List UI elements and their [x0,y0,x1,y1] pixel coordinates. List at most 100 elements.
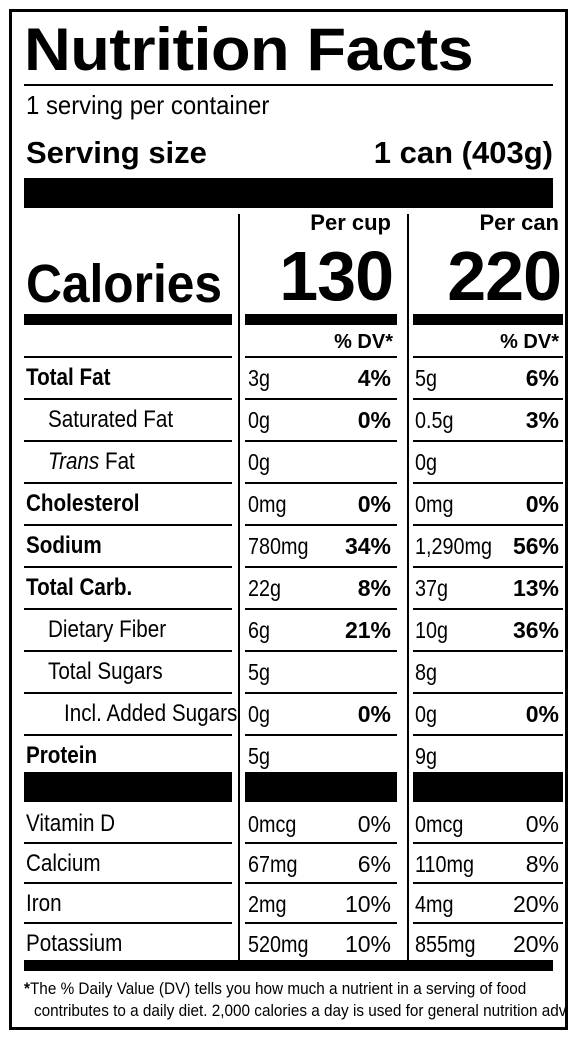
vit-can-dv: 20% [512,931,559,957]
row-rule-right [413,440,563,442]
cup-amount: 0g [248,701,271,727]
can-amount: 5g [415,365,438,391]
row-rule-mid [245,356,397,358]
cup-amount: 780mg [248,533,309,559]
can-dv: 3% [525,407,559,433]
nutrient-name: Dietary Fiber [48,616,167,643]
column-separator-2 [407,214,409,964]
row-rule-right [413,482,563,484]
footnote-line-1: *The % Daily Value (DV) tells you how mu… [24,978,526,1000]
row-rule-right [413,356,563,358]
per-can-header: Per can [479,210,560,235]
cup-dv: 8% [357,575,391,601]
servings-per-container: 1 serving per container [26,90,270,120]
row-rule-left [24,692,232,694]
vitamin-name: Vitamin D [26,810,116,837]
cup-amount: 6g [248,617,271,643]
row-rule-right [413,650,563,652]
footnote-text-1: The % Daily Value (DV) tells you how muc… [29,979,527,998]
vit-rule-left [24,882,232,884]
cup-dv: 0% [357,701,391,727]
serving-size-value: 1 can (403g) [373,135,553,170]
vit-rule-right [413,922,563,924]
nutrient-name-italic: Trans [48,448,100,475]
can-amount: 10g [415,617,449,643]
vitamin-name: Calcium [26,850,101,877]
vit-can-amount: 855mg [415,931,476,957]
can-dv: 36% [512,617,559,643]
row-rule-right [413,734,563,736]
vitamin-band-left [24,772,232,802]
row-rule-left [24,398,232,400]
cup-amount: 3g [248,365,271,391]
calories-per-can: 220 [447,237,562,315]
vit-rule-right [413,882,563,884]
vit-rule-mid [245,882,397,884]
row-rule-mid [245,482,397,484]
nutrient-name: Total Sugars [48,658,163,685]
row-rule-mid [245,398,397,400]
vitamin-name: Iron [26,890,62,917]
dv-header-can: % DV* [500,331,559,353]
row-rule-mid [245,692,397,694]
calories-rule-mid [245,314,397,325]
can-amount: 0g [415,449,438,475]
nutrition-facts-panel: Nutrition Facts 1 serving per container … [9,9,568,1030]
row-rule-left [24,440,232,442]
row-rule-mid [245,650,397,652]
row-rule-mid [245,608,397,610]
vit-rule-left [24,922,232,924]
row-rule-mid [245,524,397,526]
footnote-line-2: contributes to a daily diet. 2,000 calor… [34,1001,568,1020]
row-rule-left [24,566,232,568]
can-amount: 0.5g [415,407,454,433]
title-rule [24,84,553,86]
panel-title: Nutrition Facts [24,16,474,83]
vit-cup-amount: 2mg [248,891,287,917]
can-amount: 37g [415,575,449,601]
can-dv: 13% [512,575,559,601]
footnote-rule [24,960,553,971]
can-dv: 0% [525,491,559,517]
nutrient-name: Cholesterol [26,490,140,517]
calories-per-cup: 130 [279,237,394,315]
cup-amount: 5g [248,743,271,769]
can-amount: 9g [415,743,438,769]
column-separator-1 [238,214,240,964]
vit-cup-amount: 67mg [248,851,298,877]
cup-amount: 22g [248,575,282,601]
per-cup-header: Per cup [310,210,391,235]
can-dv: 6% [525,365,559,391]
vit-cup-dv: 0% [357,811,391,837]
can-amount: 1,290mg [415,533,492,559]
nutrient-name: Saturated Fat [48,406,174,433]
vit-rule-mid [245,842,397,844]
vitamin-band-mid [245,772,397,802]
vit-rule-right [413,842,563,844]
can-dv: 0% [525,701,559,727]
cup-amount: 5g [248,659,271,685]
can-dv: 56% [512,533,559,559]
calories-rule-right [413,314,563,325]
row-rule-left [24,608,232,610]
vit-rule-left [24,842,232,844]
vit-can-dv: 8% [525,851,559,877]
cup-dv: 0% [357,407,391,433]
vit-can-dv: 20% [512,891,559,917]
vit-can-amount: 110mg [415,851,475,877]
row-rule-mid [245,440,397,442]
vit-can-amount: 4mg [415,891,454,917]
can-amount: 0g [415,701,438,727]
nutrient-name: Total Fat [26,364,111,391]
vit-can-amount: 0mcg [415,811,464,837]
nutrient-name: Total Carb. [26,574,133,601]
row-rule-right [413,398,563,400]
vitamin-name: Potassium [26,930,123,957]
cup-amount: 0g [248,407,271,433]
can-amount: 8g [415,659,438,685]
serving-size-label: Serving size [26,135,207,170]
row-rule-left [24,356,232,358]
vit-rule-mid [245,922,397,924]
row-rule-left [24,482,232,484]
vit-cup-dv: 10% [344,891,391,917]
